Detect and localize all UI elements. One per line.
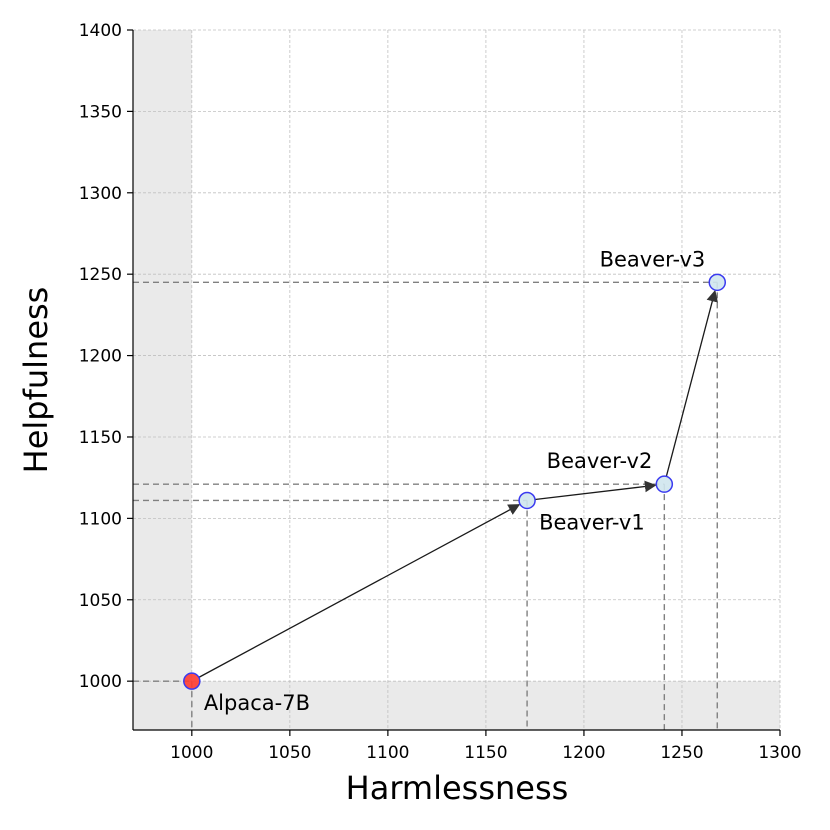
point-label: Beaver-v2 [547, 449, 653, 473]
y-tick-label: 1200 [79, 347, 122, 367]
x-tick-label: 1150 [464, 743, 507, 763]
data-point [708, 273, 727, 292]
y-tick-label: 1050 [79, 591, 122, 611]
baseline-shading [133, 30, 780, 730]
grid [133, 29, 781, 730]
y-tick-label: 1350 [79, 102, 122, 122]
axes [127, 29, 781, 736]
point-label: Alpaca-7B [204, 691, 310, 715]
y-tick-label: 1000 [79, 672, 122, 692]
point-label: Beaver-v1 [539, 510, 645, 534]
data-point [655, 475, 674, 493]
y-axis-title: Helpfulness [17, 287, 55, 474]
y-tick-label: 1400 [79, 21, 122, 41]
x-tick-label: 1050 [268, 743, 311, 763]
shade-region-left [133, 30, 192, 730]
guide-lines [133, 281, 718, 730]
x-tick-label: 1300 [758, 743, 801, 763]
data-point [518, 491, 536, 510]
trajectory-arrow [665, 289, 718, 477]
trajectory-arrow [198, 504, 521, 678]
y-tick-label: 1100 [79, 509, 122, 529]
x-axis-title: Harmlessness [346, 769, 569, 807]
point-label: Beaver-v3 [600, 247, 706, 271]
x-tick-label: 1100 [366, 743, 409, 763]
y-tick-label: 1250 [79, 265, 122, 285]
data-point [183, 672, 201, 690]
tick-labels: 1000 1050 1100 1150 1200 1250 1300 1000 1050 1100… [79, 21, 802, 763]
x-tick-label: 1000 [170, 743, 213, 763]
trajectory-arrows [198, 289, 718, 678]
shade-region-bottom [133, 681, 780, 730]
point-labels: Alpaca-7B Beaver-v1 Beaver-v2 Beaver-v3 [204, 247, 705, 715]
y-tick-label: 1150 [79, 428, 122, 448]
x-tick-label: 1250 [660, 743, 703, 763]
x-tick-label: 1200 [562, 743, 605, 763]
y-tick-label: 1300 [79, 184, 122, 204]
trajectory-arrow [534, 480, 657, 501]
data-points [183, 273, 727, 690]
